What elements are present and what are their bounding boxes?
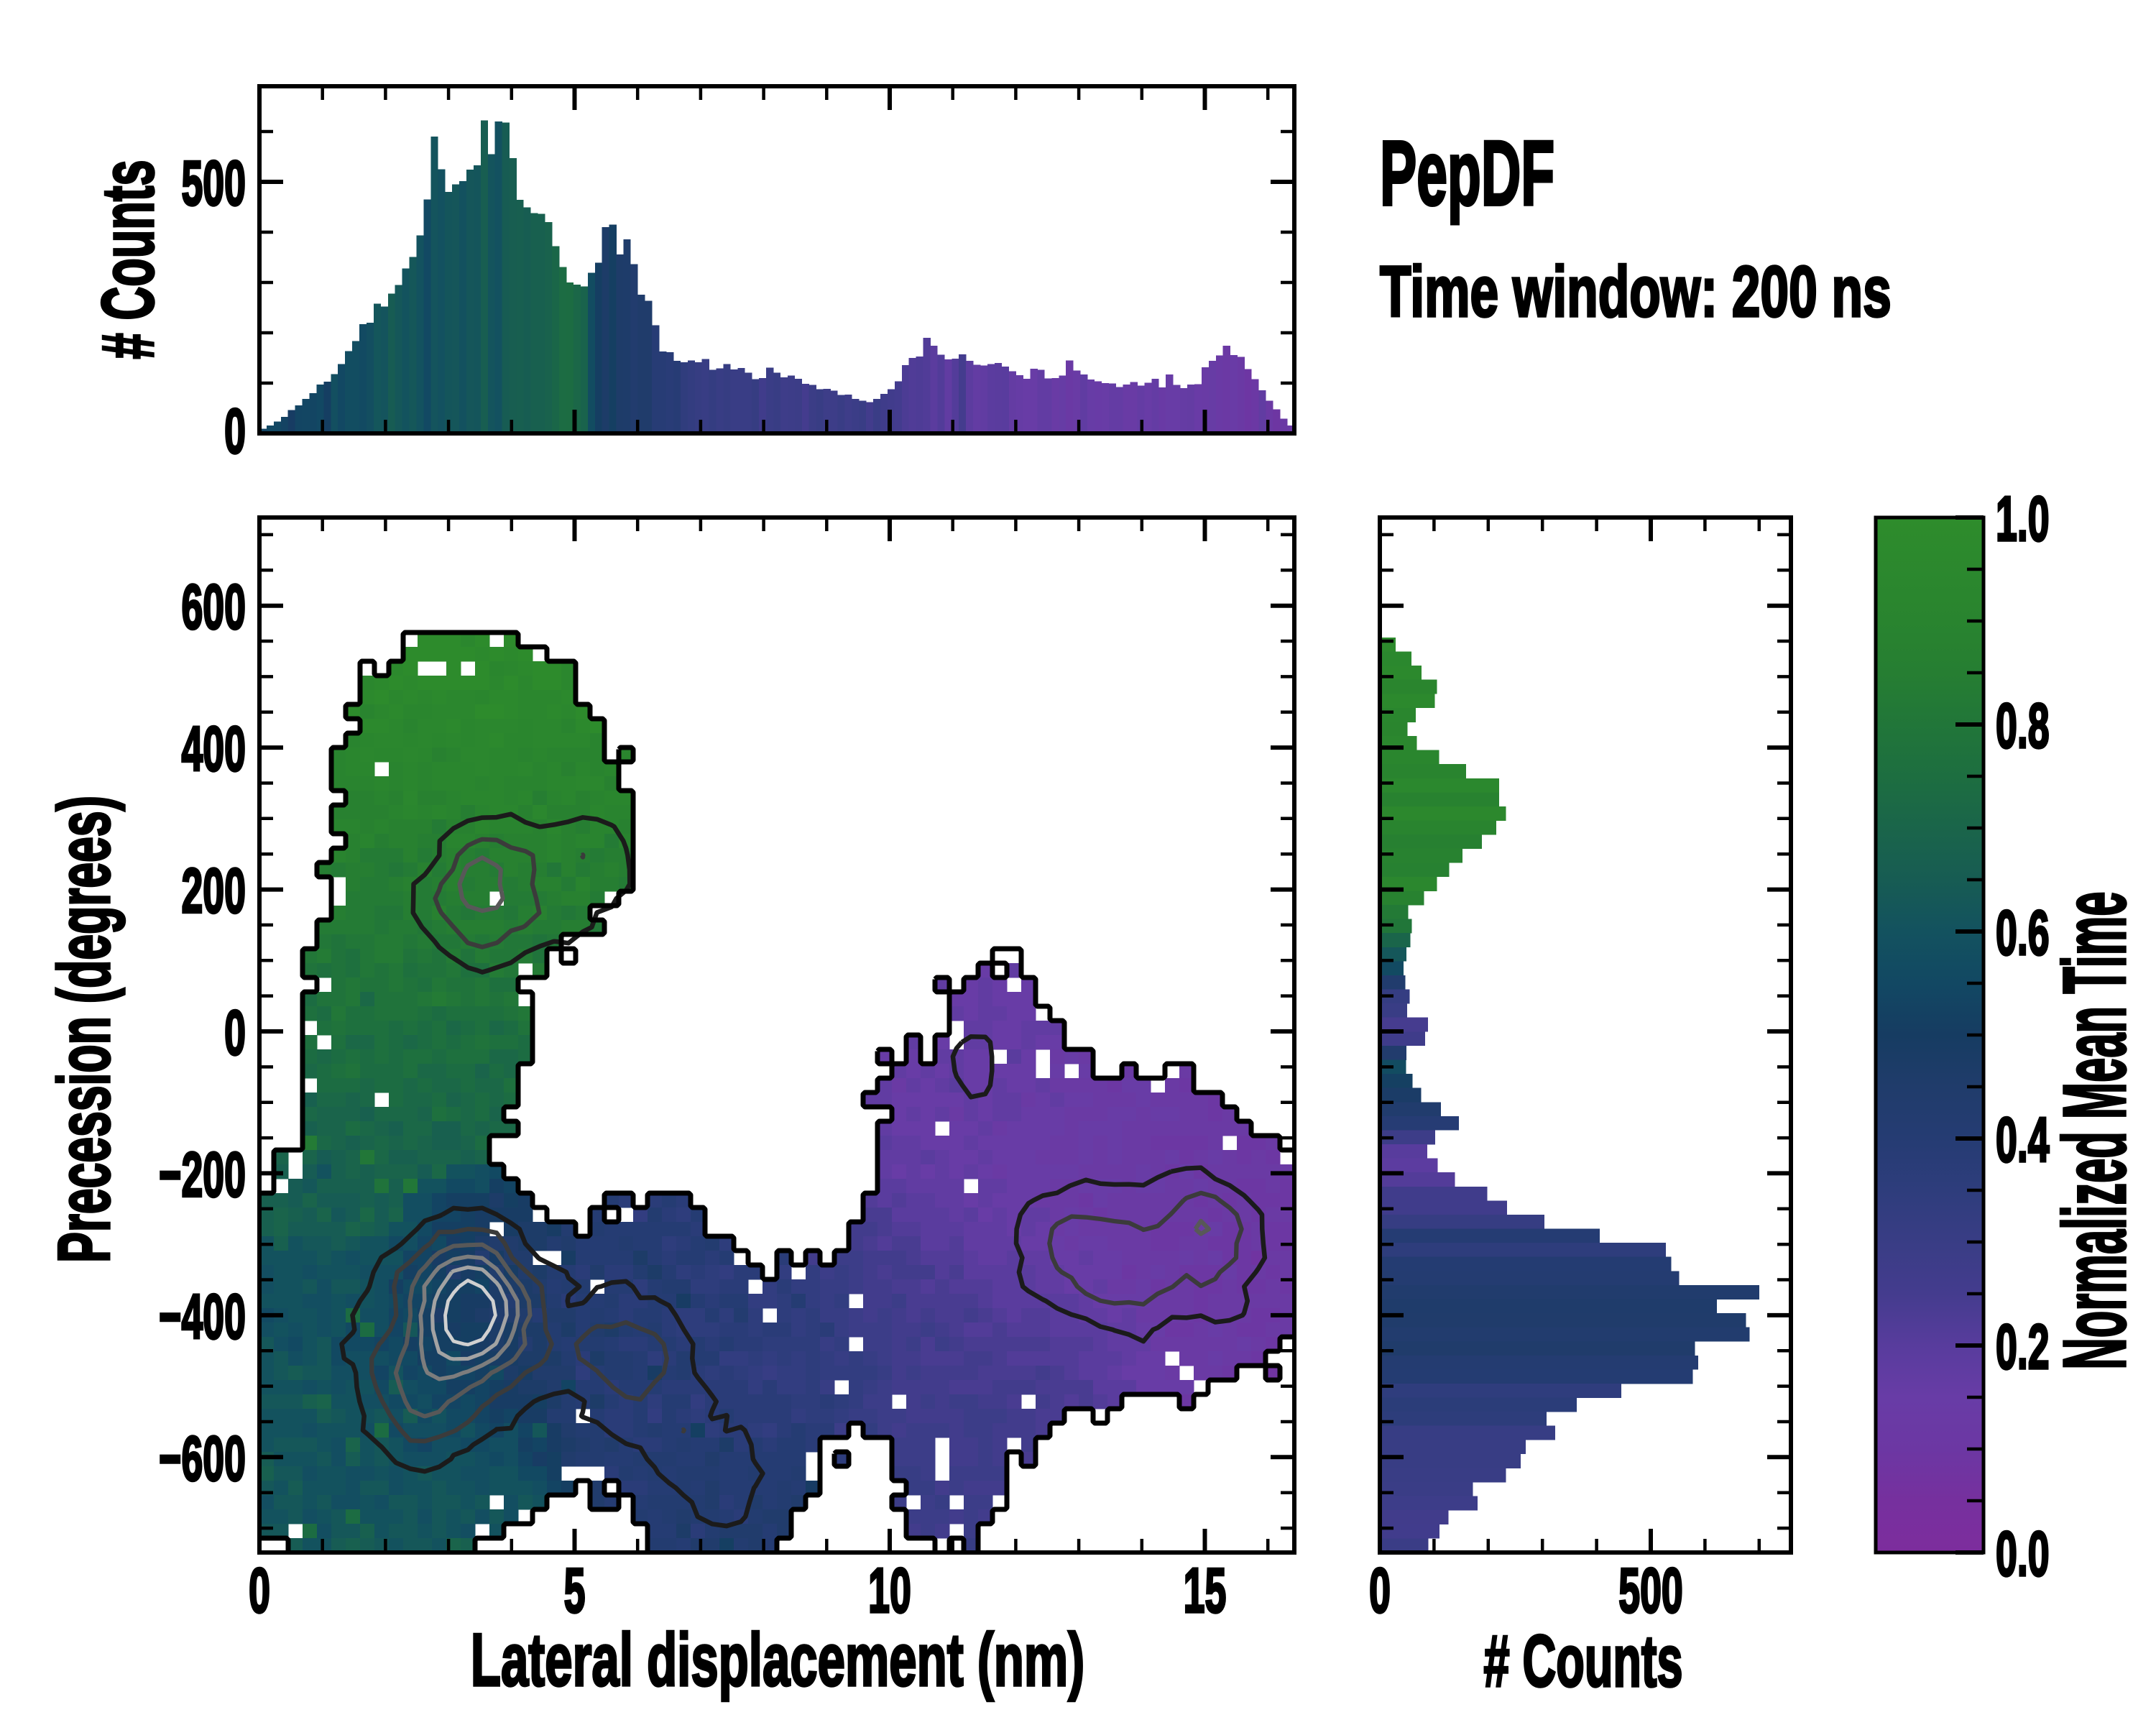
svg-text:PepDF: PepDF <box>1380 122 1554 225</box>
svg-text:0.6: 0.6 <box>1996 898 2050 969</box>
svg-text:# Counts: # Counts <box>1483 1621 1682 1702</box>
svg-text:1.0: 1.0 <box>1996 484 2050 555</box>
svg-text:−600: −600 <box>159 1424 246 1494</box>
svg-text:500: 500 <box>181 149 246 219</box>
svg-text:Precession (degrees): Precession (degrees) <box>44 796 126 1263</box>
svg-text:0.0: 0.0 <box>1996 1519 2050 1590</box>
svg-text:0.8: 0.8 <box>1996 691 2050 762</box>
svg-text:5: 5 <box>564 1556 586 1627</box>
svg-text:Lateral displacement (nm): Lateral displacement (nm) <box>471 1618 1084 1702</box>
svg-text:−200: −200 <box>159 1140 246 1210</box>
svg-text:500: 500 <box>1618 1556 1683 1627</box>
svg-text:0: 0 <box>224 397 246 467</box>
svg-text:0.2: 0.2 <box>1996 1312 2050 1383</box>
svg-text:0: 0 <box>249 1556 270 1627</box>
svg-text:−400: −400 <box>159 1282 246 1352</box>
svg-text:200: 200 <box>181 856 246 926</box>
svg-text:400: 400 <box>181 714 246 785</box>
svg-text:# Counts: # Counts <box>88 160 169 359</box>
svg-text:15: 15 <box>1184 1556 1227 1627</box>
svg-text:10: 10 <box>868 1556 911 1627</box>
svg-text:0.4: 0.4 <box>1996 1105 2050 1176</box>
svg-text:0: 0 <box>224 998 246 1069</box>
svg-text:600: 600 <box>181 572 246 643</box>
svg-text:Time window: 200 ns: Time window: 200 ns <box>1380 252 1892 332</box>
svg-text:0: 0 <box>1369 1556 1391 1627</box>
svg-text:Normalized Mean Time: Normalized Mean Time <box>2045 891 2145 1369</box>
